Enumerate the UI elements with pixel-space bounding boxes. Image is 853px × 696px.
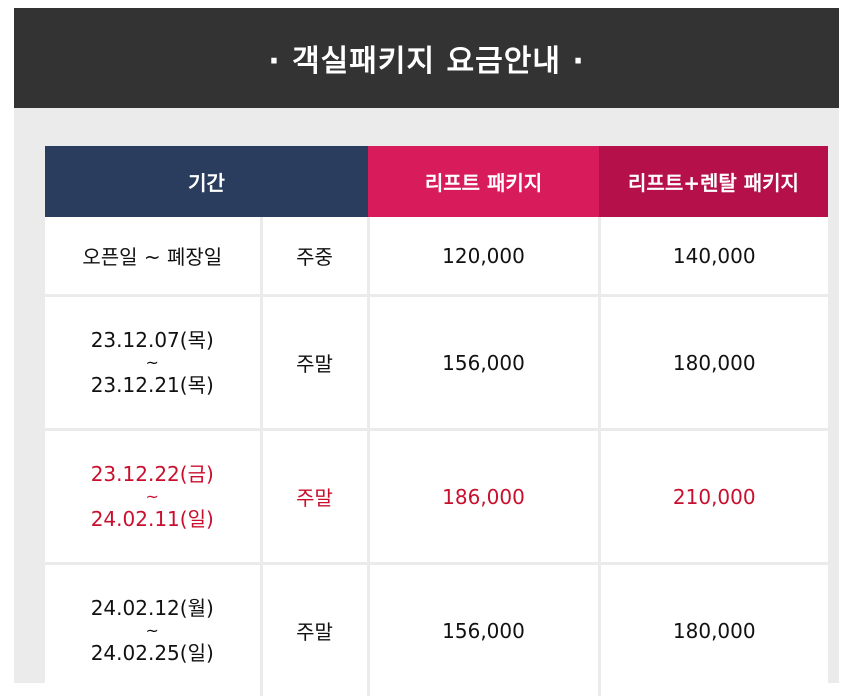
column-header-period: 기간 [45,146,368,217]
period-separator: ~ [45,488,260,506]
lift-rental-price-cell: 180,000 [599,296,828,430]
lift-rental-price-cell: 210,000 [599,430,828,564]
table-row: 23.12.07(목) ~ 23.12.21(목) 주말 156,000 180… [45,296,828,430]
column-header-lift-package: 리프트 패키지 [368,146,599,217]
period-cell: 24.02.12(월) ~ 24.02.25(일) [45,564,261,696]
period-separator: ~ [45,622,260,640]
table-row-highlighted: 23.12.22(금) ~ 24.02.11(일) 주말 186,000 210… [45,430,828,564]
period-end: 23.12.21(목) [45,372,260,399]
lift-rental-price-cell: 140,000 [599,217,828,296]
price-table: 기간 리프트 패키지 리프트+렌탈 패키지 오픈일 ~ 폐장일 주중 120,0… [45,146,828,696]
period-end: 24.02.11(일) [45,506,260,533]
daytype-cell: 주말 [261,564,368,696]
top-strip [0,0,853,8]
period-start: 23.12.07(목) [45,327,260,354]
daytype-cell: 주중 [261,217,368,296]
table-header-row: 기간 리프트 패키지 리프트+렌탈 패키지 [45,146,828,217]
column-header-lift-rental-package: 리프트+렌탈 패키지 [599,146,828,217]
lift-price-cell: 156,000 [368,296,599,430]
lift-rental-price-cell: 180,000 [599,564,828,696]
period-cell: 23.12.22(금) ~ 24.02.11(일) [45,430,261,564]
period-cell: 23.12.07(목) ~ 23.12.21(목) [45,296,261,430]
lift-price-cell: 186,000 [368,430,599,564]
period-start: 24.02.12(월) [45,595,260,622]
period-cell: 오픈일 ~ 폐장일 [45,217,261,296]
lift-price-cell: 120,000 [368,217,599,296]
daytype-cell: 주말 [261,430,368,564]
table-row: 오픈일 ~ 폐장일 주중 120,000 140,000 [45,217,828,296]
page-title-bar: · 객실패키지 요금안내 · [14,8,839,108]
period-separator: ~ [45,354,260,372]
daytype-cell: 주말 [261,296,368,430]
page-title: · 객실패키지 요금안내 · [268,36,585,80]
period-start: 23.12.22(금) [45,461,260,488]
table-row: 24.02.12(월) ~ 24.02.25(일) 주말 156,000 180… [45,564,828,696]
period-end: 24.02.25(일) [45,640,260,667]
lift-price-cell: 156,000 [368,564,599,696]
